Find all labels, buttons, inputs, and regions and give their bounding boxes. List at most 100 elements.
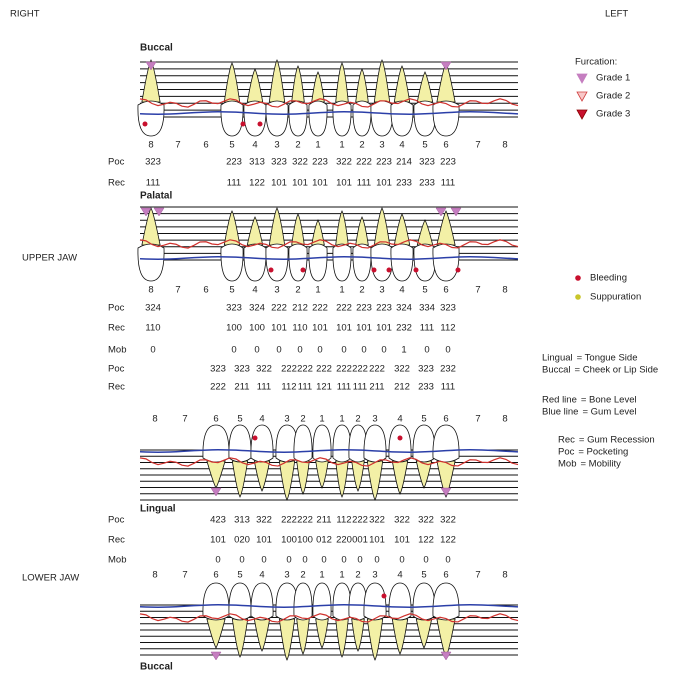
row-label: Poc	[108, 364, 125, 375]
row-cell: 212	[394, 382, 410, 393]
row-cell: 222	[336, 303, 352, 314]
tooth-root	[268, 207, 286, 246]
row-cell: 112	[440, 323, 455, 334]
tooth-number: 4	[399, 140, 404, 151]
tooth-number: 3	[379, 140, 384, 151]
tooth-crown	[413, 243, 437, 282]
row-cell: 111	[257, 382, 271, 393]
tooth-root	[311, 219, 325, 246]
tooth-crown	[308, 243, 328, 282]
tooth-number: 8	[502, 414, 507, 425]
row-cell: 0	[399, 555, 404, 566]
tooth-number: 2	[359, 285, 364, 296]
tooth-number: 6	[203, 140, 208, 151]
row-label: Poc	[108, 157, 125, 168]
row-cell: 0	[445, 555, 450, 566]
row-cell: 111	[298, 382, 312, 393]
tooth-crown	[228, 424, 252, 463]
row-cell: 322	[394, 364, 410, 375]
tooth-crown	[388, 582, 412, 621]
bone-level-line	[139, 239, 519, 249]
tooth-root	[335, 460, 349, 498]
row-cell: 0	[423, 555, 428, 566]
tooth-crown	[332, 100, 352, 137]
row-cell: 122	[249, 178, 265, 189]
tooth-root	[351, 618, 365, 652]
row-cell: 111	[420, 323, 434, 334]
row-cell: 111	[441, 178, 455, 189]
tooth-number: 5	[237, 414, 242, 425]
tooth-crown	[312, 582, 332, 621]
legend-label: Grade 1	[596, 73, 630, 84]
row-cell: 322	[336, 157, 352, 168]
tooth-number: 6	[443, 414, 448, 425]
row-cell: 0	[254, 345, 259, 356]
row-cell: 214	[396, 157, 412, 168]
row-cell: 222	[271, 303, 287, 314]
tooth-number: 3	[372, 570, 377, 581]
row-cell: 323	[440, 303, 456, 314]
legend-label: Suppuration	[590, 292, 641, 303]
tooth-number: 5	[422, 140, 427, 151]
tooth-number: 4	[397, 570, 402, 581]
tooth-number: 5	[237, 570, 242, 581]
section-title: Buccal	[140, 43, 173, 54]
tooth-number: 7	[175, 140, 180, 151]
legend-key: Poc	[558, 447, 575, 458]
tooth-number: 1	[319, 414, 324, 425]
row-cell: 100	[281, 535, 297, 546]
tooth-root	[296, 460, 310, 495]
row-cell: 111	[146, 178, 160, 189]
row-cell: 110	[292, 323, 307, 334]
gum-level-line	[139, 449, 519, 453]
row-label: Rec	[108, 178, 125, 189]
row-cell: 0	[445, 345, 450, 356]
tooth-root	[268, 59, 286, 103]
tooth-root	[296, 618, 310, 655]
tooth-crown	[363, 424, 387, 463]
row-cell: 111	[227, 178, 241, 189]
row-cell: 101	[336, 323, 352, 334]
tooth-crown	[388, 424, 412, 463]
row-cell: 322	[256, 364, 272, 375]
furcation-marker	[440, 487, 452, 497]
legend-desc: = Tongue Side	[577, 353, 638, 364]
tooth-number: 3	[274, 285, 279, 296]
tooth-number: 3	[274, 140, 279, 151]
row-cell: 323	[234, 364, 250, 375]
row-cell: 323	[271, 157, 287, 168]
row-cell: 324	[145, 303, 161, 314]
tooth-number: 7	[475, 140, 480, 151]
tooth-crown	[332, 424, 352, 463]
tooth-number: 3	[379, 285, 384, 296]
furcation-marker	[440, 61, 452, 71]
row-cell: 232	[396, 323, 412, 334]
legend-desc: = Bone Level	[581, 395, 637, 406]
row-cell: 223	[312, 157, 328, 168]
tooth-crown	[352, 243, 372, 282]
row-cell: 212	[292, 303, 308, 314]
row-cell: 101	[356, 323, 372, 334]
row-cell: 323	[419, 157, 435, 168]
row-cell: 101	[369, 535, 385, 546]
tooth-number: 6	[443, 140, 448, 151]
tooth-root	[416, 219, 434, 246]
bleeding-marker	[142, 121, 148, 127]
row-cell: 101	[336, 178, 352, 189]
tooth-root	[231, 618, 249, 658]
row-cell: 020	[234, 535, 250, 546]
row-cell: 0	[357, 555, 362, 566]
row-label: Poc	[108, 303, 125, 314]
tooth-crown	[137, 243, 165, 282]
tooth-crown	[250, 424, 274, 463]
row-cell: 101	[376, 178, 392, 189]
tooth-crown	[308, 100, 328, 137]
row-cell: 0	[341, 555, 346, 566]
tooth-number: 4	[399, 285, 404, 296]
tooth-number: 5	[421, 414, 426, 425]
tooth-root	[366, 460, 384, 501]
row-cell: 0	[321, 555, 326, 566]
bleeding-marker	[268, 267, 274, 273]
tooth-number: 1	[339, 140, 344, 151]
tooth-number: 8	[152, 414, 157, 425]
